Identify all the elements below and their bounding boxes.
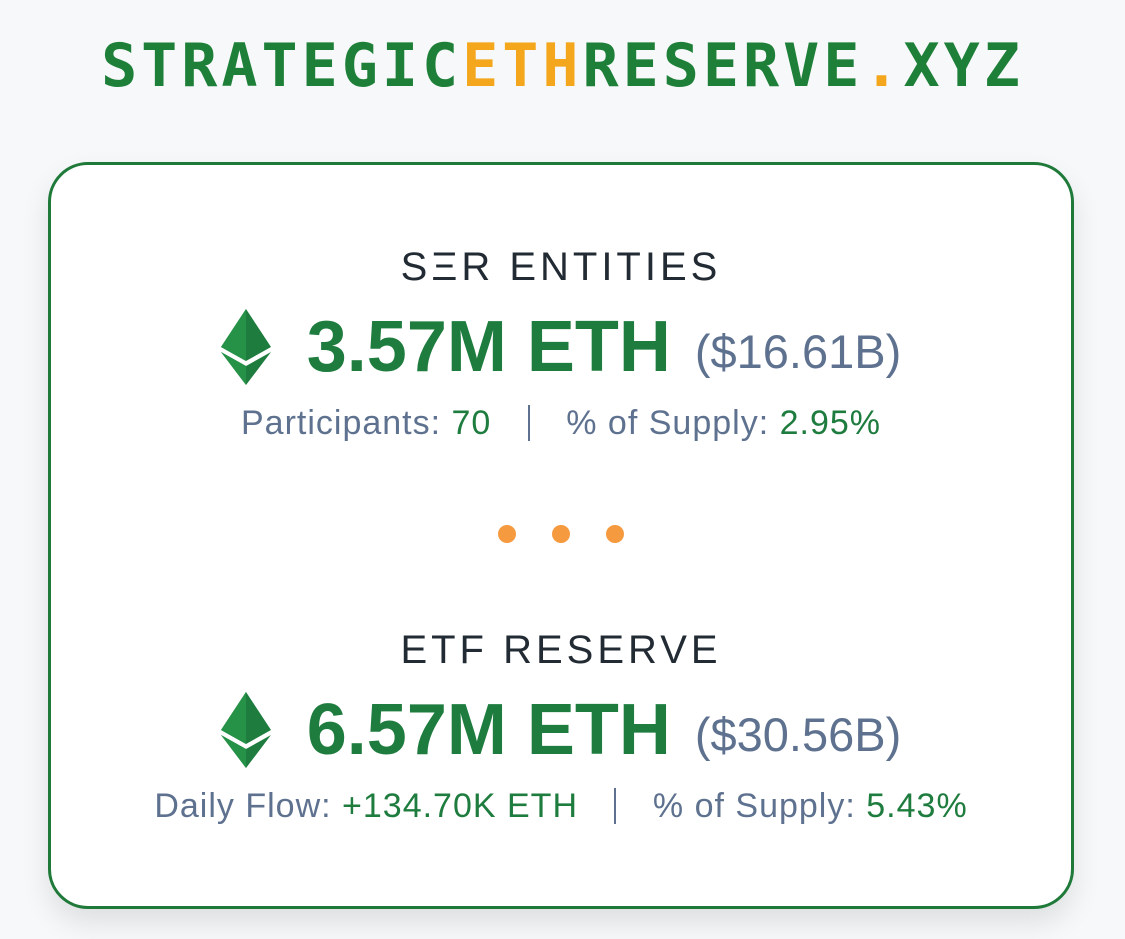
dot	[498, 525, 516, 543]
etf-supply-label: % of Supply:	[652, 787, 867, 825]
ser-eth-amount: 3.57M ETH	[306, 307, 671, 387]
daily-flow-value: +134.70K ETH	[342, 787, 579, 825]
etf-supply-value: 5.43%	[866, 787, 968, 825]
ser-supply-label: % of Supply:	[566, 404, 780, 442]
reserve-summary-card: SΞR ENTITIES 3.57M ETH ($16.61B) Partici…	[48, 162, 1074, 909]
ellipsis-dots	[51, 525, 1071, 543]
ser-entities-title: SΞR ENTITIES	[400, 245, 722, 289]
site-title[interactable]: STRATEGICETHRESERVE.XYZ	[0, 28, 1125, 104]
participants-value: 70	[451, 404, 492, 442]
stat-divider	[614, 788, 617, 825]
title-part-strategic: STRATEGIC	[101, 31, 463, 101]
daily-flow-label: Daily Flow:	[154, 787, 343, 825]
etf-reserve-title: ETF RESERVE	[400, 628, 722, 672]
etf-amount-row: 6.57M ETH ($30.56B)	[51, 680, 1071, 780]
ser-amount-row: 3.57M ETH ($16.61B)	[51, 297, 1071, 397]
etf-eth-amount: 6.57M ETH	[306, 690, 671, 770]
dot	[606, 525, 624, 543]
title-part-reserve: RESERVE	[582, 31, 864, 101]
title-part-tld: XYZ	[903, 31, 1024, 101]
etf-stats-row: Daily Flow: +134.70K ETH % of Supply: 5.…	[51, 782, 1071, 830]
ser-stats-row: Participants: 70 % of Supply: 2.95%	[51, 399, 1071, 447]
title-dot: .	[863, 31, 904, 101]
ser-supply-value: 2.95%	[779, 404, 881, 442]
participants-label: Participants:	[240, 404, 452, 442]
stat-divider	[527, 405, 530, 442]
ethereum-icon	[220, 309, 271, 385]
ser-entities-section: SΞR ENTITIES 3.57M ETH ($16.61B) Partici…	[51, 243, 1071, 447]
ser-usd-value: ($16.61B)	[694, 324, 902, 378]
ethereum-icon	[220, 692, 271, 768]
etf-reserve-section: ETF RESERVE 6.57M ETH ($30.56B) Daily Fl…	[51, 626, 1071, 830]
etf-usd-value: ($30.56B)	[694, 707, 902, 761]
title-part-eth: ETH	[462, 31, 583, 101]
dot	[552, 525, 570, 543]
